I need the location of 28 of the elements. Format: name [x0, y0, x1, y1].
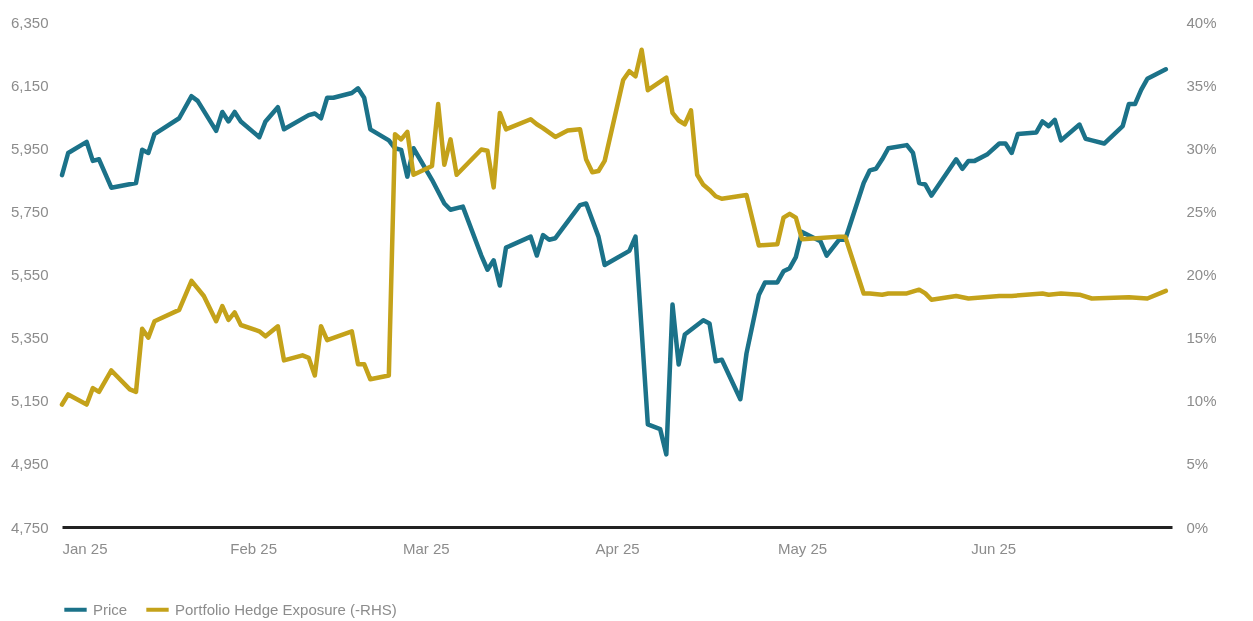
x-tick-label: May 25 — [777, 539, 828, 557]
y2-tick-label: 30% — [1186, 139, 1217, 157]
y2-tick-label: 10% — [1186, 392, 1217, 410]
y2-tick-label: 15% — [1186, 329, 1217, 347]
line-series — [59, 67, 1169, 457]
y-tick-label: 4,750 — [10, 518, 49, 536]
line-series — [59, 47, 1169, 407]
y2-tick-label: 25% — [1186, 202, 1217, 220]
y-tick-label: 6,150 — [10, 76, 49, 94]
legend-label: Price — [93, 600, 128, 618]
x-tick-label: Feb 25 — [230, 539, 278, 557]
y-tick-label: 5,150 — [10, 392, 49, 410]
y2-tick-label: 5% — [1186, 455, 1209, 473]
y2-tick-label: 0% — [1186, 518, 1209, 536]
x-tick-label: Jan 25 — [62, 539, 108, 557]
x-tick-label: Jun 25 — [971, 539, 1017, 557]
y-tick-label: 4,950 — [10, 455, 49, 473]
y-tick-label: 5,550 — [10, 266, 49, 283]
y2-tick-label: 20% — [1186, 266, 1217, 283]
y2-tick-label: 40% — [1186, 13, 1217, 31]
y-tick-label: 5,350 — [10, 329, 49, 347]
y-tick-label: 5,750 — [10, 202, 49, 220]
y-tick-label: 6,350 — [10, 13, 49, 31]
x-tick-label: Mar 25 — [402, 539, 450, 557]
legend-label: Portfolio Hedge Exposure (-RHS) — [175, 600, 397, 618]
y2-tick-label: 35% — [1186, 76, 1217, 94]
x-tick-label: Apr 25 — [595, 539, 640, 557]
y-tick-label: 5,950 — [10, 139, 49, 157]
